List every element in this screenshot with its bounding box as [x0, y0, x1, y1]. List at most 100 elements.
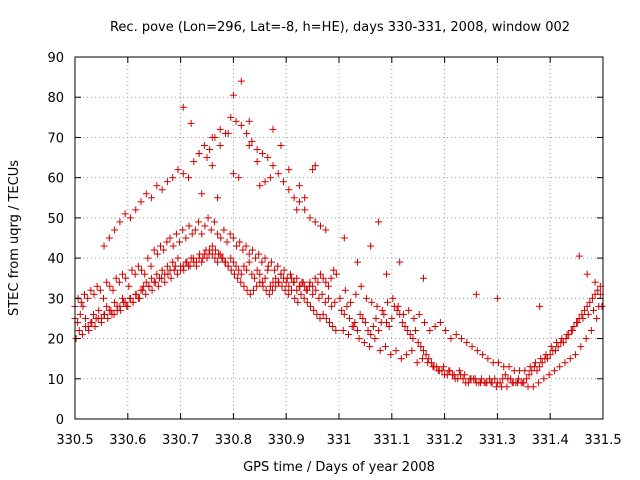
data-point: [207, 226, 215, 234]
data-point: [237, 77, 245, 85]
data-point: [404, 327, 412, 335]
data-point: [290, 278, 298, 286]
data-point: [245, 258, 253, 266]
data-point: [128, 266, 136, 274]
data-point: [164, 270, 172, 278]
x-tick-label: 331.5: [584, 433, 621, 448]
data-point: [408, 347, 416, 355]
data-point: [316, 314, 324, 322]
data-point: [461, 371, 469, 379]
data-point: [148, 194, 156, 202]
data-point: [277, 270, 285, 278]
data-point: [312, 286, 320, 294]
data-point: [142, 190, 150, 198]
data-point: [328, 302, 336, 310]
data-point: [223, 238, 231, 246]
data-point: [388, 314, 396, 322]
data-point: [120, 298, 128, 306]
data-point: [586, 298, 594, 306]
data-point: [381, 343, 389, 351]
data-point: [553, 339, 561, 347]
data-point: [218, 254, 226, 262]
data-point: [79, 302, 87, 310]
data-point: [261, 274, 269, 282]
y-tick-label: 70: [47, 131, 64, 146]
data-point: [236, 238, 244, 246]
chart-title: Rec. pove (Lon=296, Lat=-8, h=HE), days …: [110, 20, 570, 35]
y-tick-label: 0: [56, 413, 64, 428]
data-point: [248, 270, 256, 278]
data-point: [266, 174, 274, 182]
data-point: [232, 262, 240, 270]
data-point: [426, 327, 434, 335]
data-point: [283, 274, 291, 282]
y-tick-label: 80: [47, 91, 64, 106]
data-point: [195, 150, 203, 158]
data-point: [243, 286, 251, 294]
data-point: [587, 327, 595, 335]
data-point: [295, 182, 303, 190]
x-tick-label: 331: [327, 433, 352, 448]
data-point: [132, 290, 140, 298]
data-point: [105, 234, 113, 242]
data-point: [221, 258, 229, 266]
data-point: [536, 363, 544, 371]
data-point: [313, 310, 321, 318]
data-point: [378, 306, 386, 314]
x-tick-label: 330.9: [268, 433, 305, 448]
data-point: [582, 335, 590, 343]
data-point: [129, 298, 137, 306]
data-point: [107, 306, 115, 314]
data-point: [398, 318, 406, 326]
data-point: [227, 266, 235, 274]
data-point: [287, 286, 295, 294]
data-point: [305, 282, 313, 290]
data-point: [424, 359, 432, 367]
data-point: [309, 166, 317, 174]
data-point: [161, 278, 169, 286]
data-point: [406, 331, 414, 339]
data-point: [526, 363, 534, 371]
data-point: [75, 327, 83, 335]
data-point: [563, 331, 571, 339]
data-point: [346, 314, 354, 322]
data-point: [353, 327, 361, 335]
data-point: [385, 322, 393, 330]
data-point: [537, 355, 545, 363]
data-point: [191, 226, 199, 234]
x-tick-labels: 330.5 330.6 330.7 330.8 330.9 331 331.1 331.2 33…: [56, 433, 621, 448]
data-point: [574, 318, 582, 326]
data-point: [479, 351, 487, 359]
data-point: [106, 282, 114, 290]
data-point: [208, 242, 216, 250]
data-point: [169, 258, 177, 266]
data-point: [393, 306, 401, 314]
data-point: [362, 294, 370, 302]
data-point: [84, 294, 92, 302]
data-point: [359, 314, 367, 322]
data-point: [317, 270, 325, 278]
data-point: [297, 290, 305, 298]
grid-lines: [75, 57, 603, 419]
data-point: [115, 278, 123, 286]
data-point: [336, 294, 344, 302]
data-point: [237, 278, 245, 286]
data-point: [278, 282, 286, 290]
data-point: [491, 375, 499, 383]
data-point: [417, 343, 425, 351]
data-point: [81, 290, 89, 298]
axis-ticks: [74, 56, 604, 420]
data-point: [100, 242, 108, 250]
data-point: [353, 258, 361, 266]
data-point: [459, 375, 467, 383]
data-point: [274, 170, 282, 178]
x-axis-label: GPS time / Days of year 2008: [243, 460, 435, 475]
data-point: [111, 226, 119, 234]
data-point: [245, 250, 253, 258]
data-point: [214, 230, 222, 238]
data-point: [111, 298, 119, 306]
data-point: [372, 314, 380, 322]
data-point: [364, 327, 372, 335]
data-point: [487, 379, 495, 387]
data-point: [78, 331, 86, 339]
